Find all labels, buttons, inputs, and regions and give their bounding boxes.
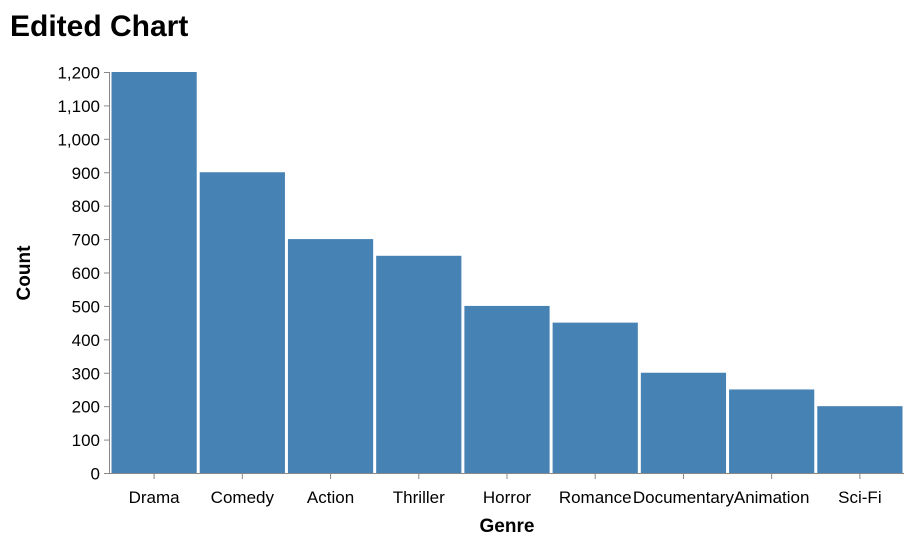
y-tick-label: 1,100	[57, 97, 100, 116]
bar-action	[287, 239, 374, 473]
bar-drama	[111, 72, 197, 473]
x-axis-title: Genre	[480, 516, 535, 537]
bar-animation	[729, 389, 815, 473]
y-tick-label: 700	[72, 231, 100, 250]
x-tick-label: Drama	[129, 488, 181, 507]
x-tick-label: Sci-Fi	[838, 488, 881, 507]
x-axis: Drama Comedy Action Thriller Horror Romance Do…	[109, 473, 904, 507]
bar-horror	[464, 305, 550, 473]
x-tick-label: Action	[307, 488, 354, 507]
y-tick-label: 0	[91, 465, 100, 484]
y-tick-label: 100	[72, 431, 100, 450]
y-tick-label: 200	[72, 398, 100, 417]
bar-romance	[552, 322, 638, 474]
y-axis: 0 100 200 300 400 500 600 700 800 900 1,000 1,100 1,…	[57, 64, 110, 484]
x-tick-label: Animation	[734, 488, 810, 507]
y-axis-title: Count	[14, 245, 35, 301]
bar-comedy	[199, 172, 285, 473]
bar-sci-fi	[817, 406, 903, 473]
bars-group	[111, 72, 903, 474]
x-tick-label: Romance	[559, 488, 632, 507]
x-tick-label: Horror	[483, 488, 532, 507]
x-tick-label: Comedy	[211, 488, 275, 507]
y-tick-label: 1,000	[57, 130, 100, 149]
y-tick-label: 300	[72, 364, 100, 383]
chart-title: Edited Chart	[10, 10, 188, 43]
y-tick-label: 900	[72, 164, 100, 183]
bar-thriller	[376, 255, 462, 473]
y-tick-label: 400	[72, 331, 100, 350]
y-tick-label: 600	[72, 264, 100, 283]
bar-documentary	[640, 372, 727, 473]
x-tick-label: Thriller	[393, 488, 445, 507]
y-tick-label: 1,200	[57, 64, 100, 83]
y-tick-label: 800	[72, 197, 100, 216]
x-tick-label: Documentary	[633, 488, 735, 507]
y-tick-label: 500	[72, 297, 100, 316]
